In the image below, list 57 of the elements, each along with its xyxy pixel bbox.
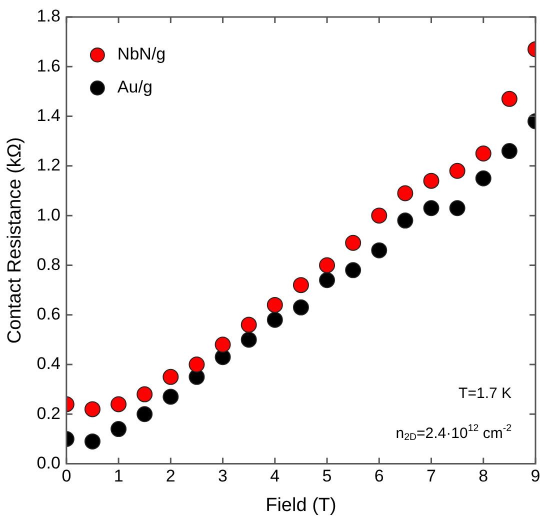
y-tick-label: 0.0 bbox=[36, 453, 60, 472]
x-tick-label: 1 bbox=[114, 466, 124, 486]
point bbox=[266, 312, 283, 328]
point bbox=[397, 212, 414, 229]
point bbox=[501, 90, 518, 107]
x-tick-label: 8 bbox=[478, 466, 488, 486]
y-tick-label: 1.8 bbox=[36, 6, 60, 26]
x-axis-title: Field (T) bbox=[266, 494, 336, 516]
point bbox=[371, 242, 388, 258]
point bbox=[110, 396, 127, 412]
point bbox=[423, 172, 440, 189]
point bbox=[397, 185, 414, 202]
point bbox=[240, 316, 257, 333]
point bbox=[475, 146, 492, 162]
y-tick-label: 0.6 bbox=[36, 304, 60, 324]
y-tick-label: 1.6 bbox=[36, 56, 60, 76]
point bbox=[345, 234, 362, 251]
point bbox=[84, 433, 100, 450]
y-tick-label: 0.2 bbox=[36, 404, 60, 423]
point bbox=[214, 336, 231, 353]
annotation: T=1.7 K bbox=[458, 384, 512, 402]
y-tick-label: 0.4 bbox=[36, 354, 60, 374]
y-tick-label: 1.2 bbox=[36, 156, 60, 175]
point bbox=[136, 386, 153, 402]
point bbox=[266, 296, 283, 313]
point bbox=[162, 388, 179, 405]
point bbox=[501, 143, 518, 160]
point bbox=[292, 277, 309, 294]
x-tick-label: 5 bbox=[322, 466, 332, 486]
legend-label: NbN/g bbox=[117, 44, 166, 64]
x-tick-label: 4 bbox=[270, 466, 280, 486]
x-tick-label: 6 bbox=[374, 466, 384, 486]
point bbox=[345, 262, 362, 278]
y-axis-title: Contact Resistance (kΩ) bbox=[4, 137, 26, 344]
point bbox=[110, 421, 127, 438]
point bbox=[319, 272, 336, 288]
point bbox=[136, 406, 153, 422]
point bbox=[240, 332, 257, 348]
y-tick-label: 1.0 bbox=[36, 205, 60, 224]
point bbox=[423, 200, 440, 216]
point bbox=[162, 368, 179, 385]
x-tick-label: 2 bbox=[166, 466, 176, 486]
x-tick-label: 0 bbox=[62, 466, 72, 486]
y-tick-label: 1.4 bbox=[36, 106, 60, 125]
point bbox=[449, 162, 466, 179]
legend-label: Au/g bbox=[117, 78, 152, 97]
point bbox=[84, 401, 100, 418]
x-tick-label: 3 bbox=[218, 466, 228, 486]
point bbox=[292, 299, 309, 316]
point bbox=[319, 257, 336, 274]
y-tick-label: 0.8 bbox=[36, 254, 60, 274]
point bbox=[475, 170, 492, 186]
point bbox=[371, 208, 388, 224]
point bbox=[188, 356, 205, 373]
x-tick-label: 9 bbox=[530, 466, 540, 486]
point bbox=[449, 200, 466, 216]
x-tick-label: 7 bbox=[426, 466, 436, 486]
